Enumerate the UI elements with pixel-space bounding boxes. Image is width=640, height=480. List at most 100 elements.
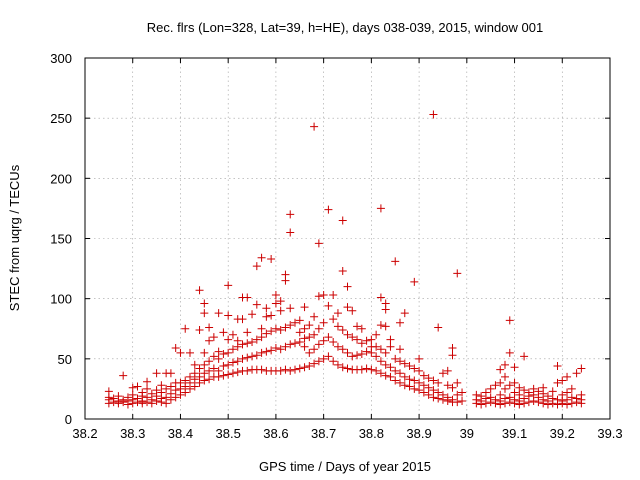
data-point — [505, 348, 514, 357]
data-point — [567, 393, 576, 402]
data-point — [343, 348, 352, 357]
data-point — [128, 383, 137, 392]
data-point — [510, 388, 519, 397]
data-point — [271, 299, 280, 308]
data-point — [376, 369, 385, 378]
data-point — [405, 382, 414, 391]
data-point — [186, 372, 194, 381]
data-point — [248, 352, 257, 361]
data-point — [109, 394, 118, 403]
data-point — [410, 376, 419, 385]
x-tick-label: 39.1 — [502, 426, 527, 441]
data-point — [314, 357, 323, 366]
data-point — [233, 357, 242, 366]
data-point — [362, 364, 371, 373]
data-point — [324, 352, 333, 361]
data-point — [162, 384, 171, 393]
y-tick-label: 300 — [50, 51, 72, 66]
data-point — [171, 393, 180, 402]
y-tick-label: 0 — [65, 412, 72, 427]
data-point — [410, 384, 419, 393]
data-point — [429, 376, 438, 385]
data-point — [262, 312, 271, 321]
data-point — [238, 354, 247, 363]
data-point — [343, 364, 352, 373]
data-point — [348, 352, 357, 361]
data-point — [548, 394, 557, 403]
data-point — [396, 378, 404, 387]
data-point — [295, 316, 304, 325]
data-point — [486, 384, 495, 393]
data-point — [443, 366, 452, 375]
data-point — [577, 390, 586, 399]
data-point — [501, 360, 509, 369]
data-point — [190, 382, 199, 391]
data-point — [415, 354, 424, 363]
chart-title: Rec. flrs (Lon=328, Lat=39, h=HE), days … — [147, 20, 543, 35]
data-point — [539, 383, 548, 392]
data-point — [224, 311, 233, 320]
data-point — [276, 345, 285, 354]
data-point — [114, 392, 123, 401]
data-point — [257, 365, 266, 374]
data-point — [305, 333, 314, 342]
data-point — [458, 388, 467, 397]
data-point — [310, 330, 319, 339]
data-point — [300, 334, 309, 343]
data-point — [205, 366, 214, 375]
data-point — [520, 386, 529, 395]
data-point — [443, 393, 452, 402]
data-point — [281, 323, 290, 332]
y-tick-label: 50 — [58, 352, 72, 367]
y-tick-label: 150 — [50, 232, 72, 247]
data-point — [190, 369, 199, 378]
data-point — [291, 365, 299, 374]
data-point — [424, 374, 433, 383]
data-point — [429, 110, 438, 119]
data-point — [338, 363, 347, 372]
data-point — [438, 369, 447, 378]
data-point — [257, 333, 266, 342]
data-point — [448, 344, 457, 353]
plot-frame — [84, 57, 611, 420]
data-point — [434, 388, 443, 397]
data-point — [510, 363, 519, 372]
x-tick-label: 39.3 — [597, 426, 622, 441]
data-point — [257, 253, 266, 262]
data-point — [357, 365, 366, 374]
data-point — [357, 324, 366, 333]
data-point — [171, 386, 180, 395]
data-point — [481, 388, 490, 397]
data-point — [376, 321, 385, 330]
data-point — [563, 395, 572, 404]
data-point — [205, 323, 214, 332]
data-point — [329, 291, 338, 300]
y-tick-label: 100 — [50, 292, 72, 307]
data-point — [543, 392, 552, 401]
data-point — [276, 306, 285, 315]
data-point — [286, 366, 295, 375]
x-tick-label: 39 — [460, 426, 474, 441]
data-point — [524, 388, 533, 397]
data-point — [228, 345, 237, 354]
data-point — [147, 389, 156, 398]
data-point — [386, 342, 395, 351]
data-point — [391, 257, 400, 266]
x-tick-label: 38.5 — [216, 426, 241, 441]
data-point — [501, 372, 509, 381]
data-point — [209, 333, 218, 342]
data-point — [162, 393, 171, 402]
data-point — [243, 328, 252, 337]
data-point — [262, 304, 271, 313]
data-point — [577, 364, 586, 373]
data-point — [104, 387, 113, 396]
data-point — [353, 351, 362, 360]
data-point — [157, 388, 166, 397]
data-point — [329, 315, 338, 324]
data-point — [133, 382, 142, 391]
data-point — [563, 372, 572, 381]
data-point — [219, 328, 228, 337]
data-point — [205, 357, 214, 366]
data-point — [553, 362, 562, 371]
